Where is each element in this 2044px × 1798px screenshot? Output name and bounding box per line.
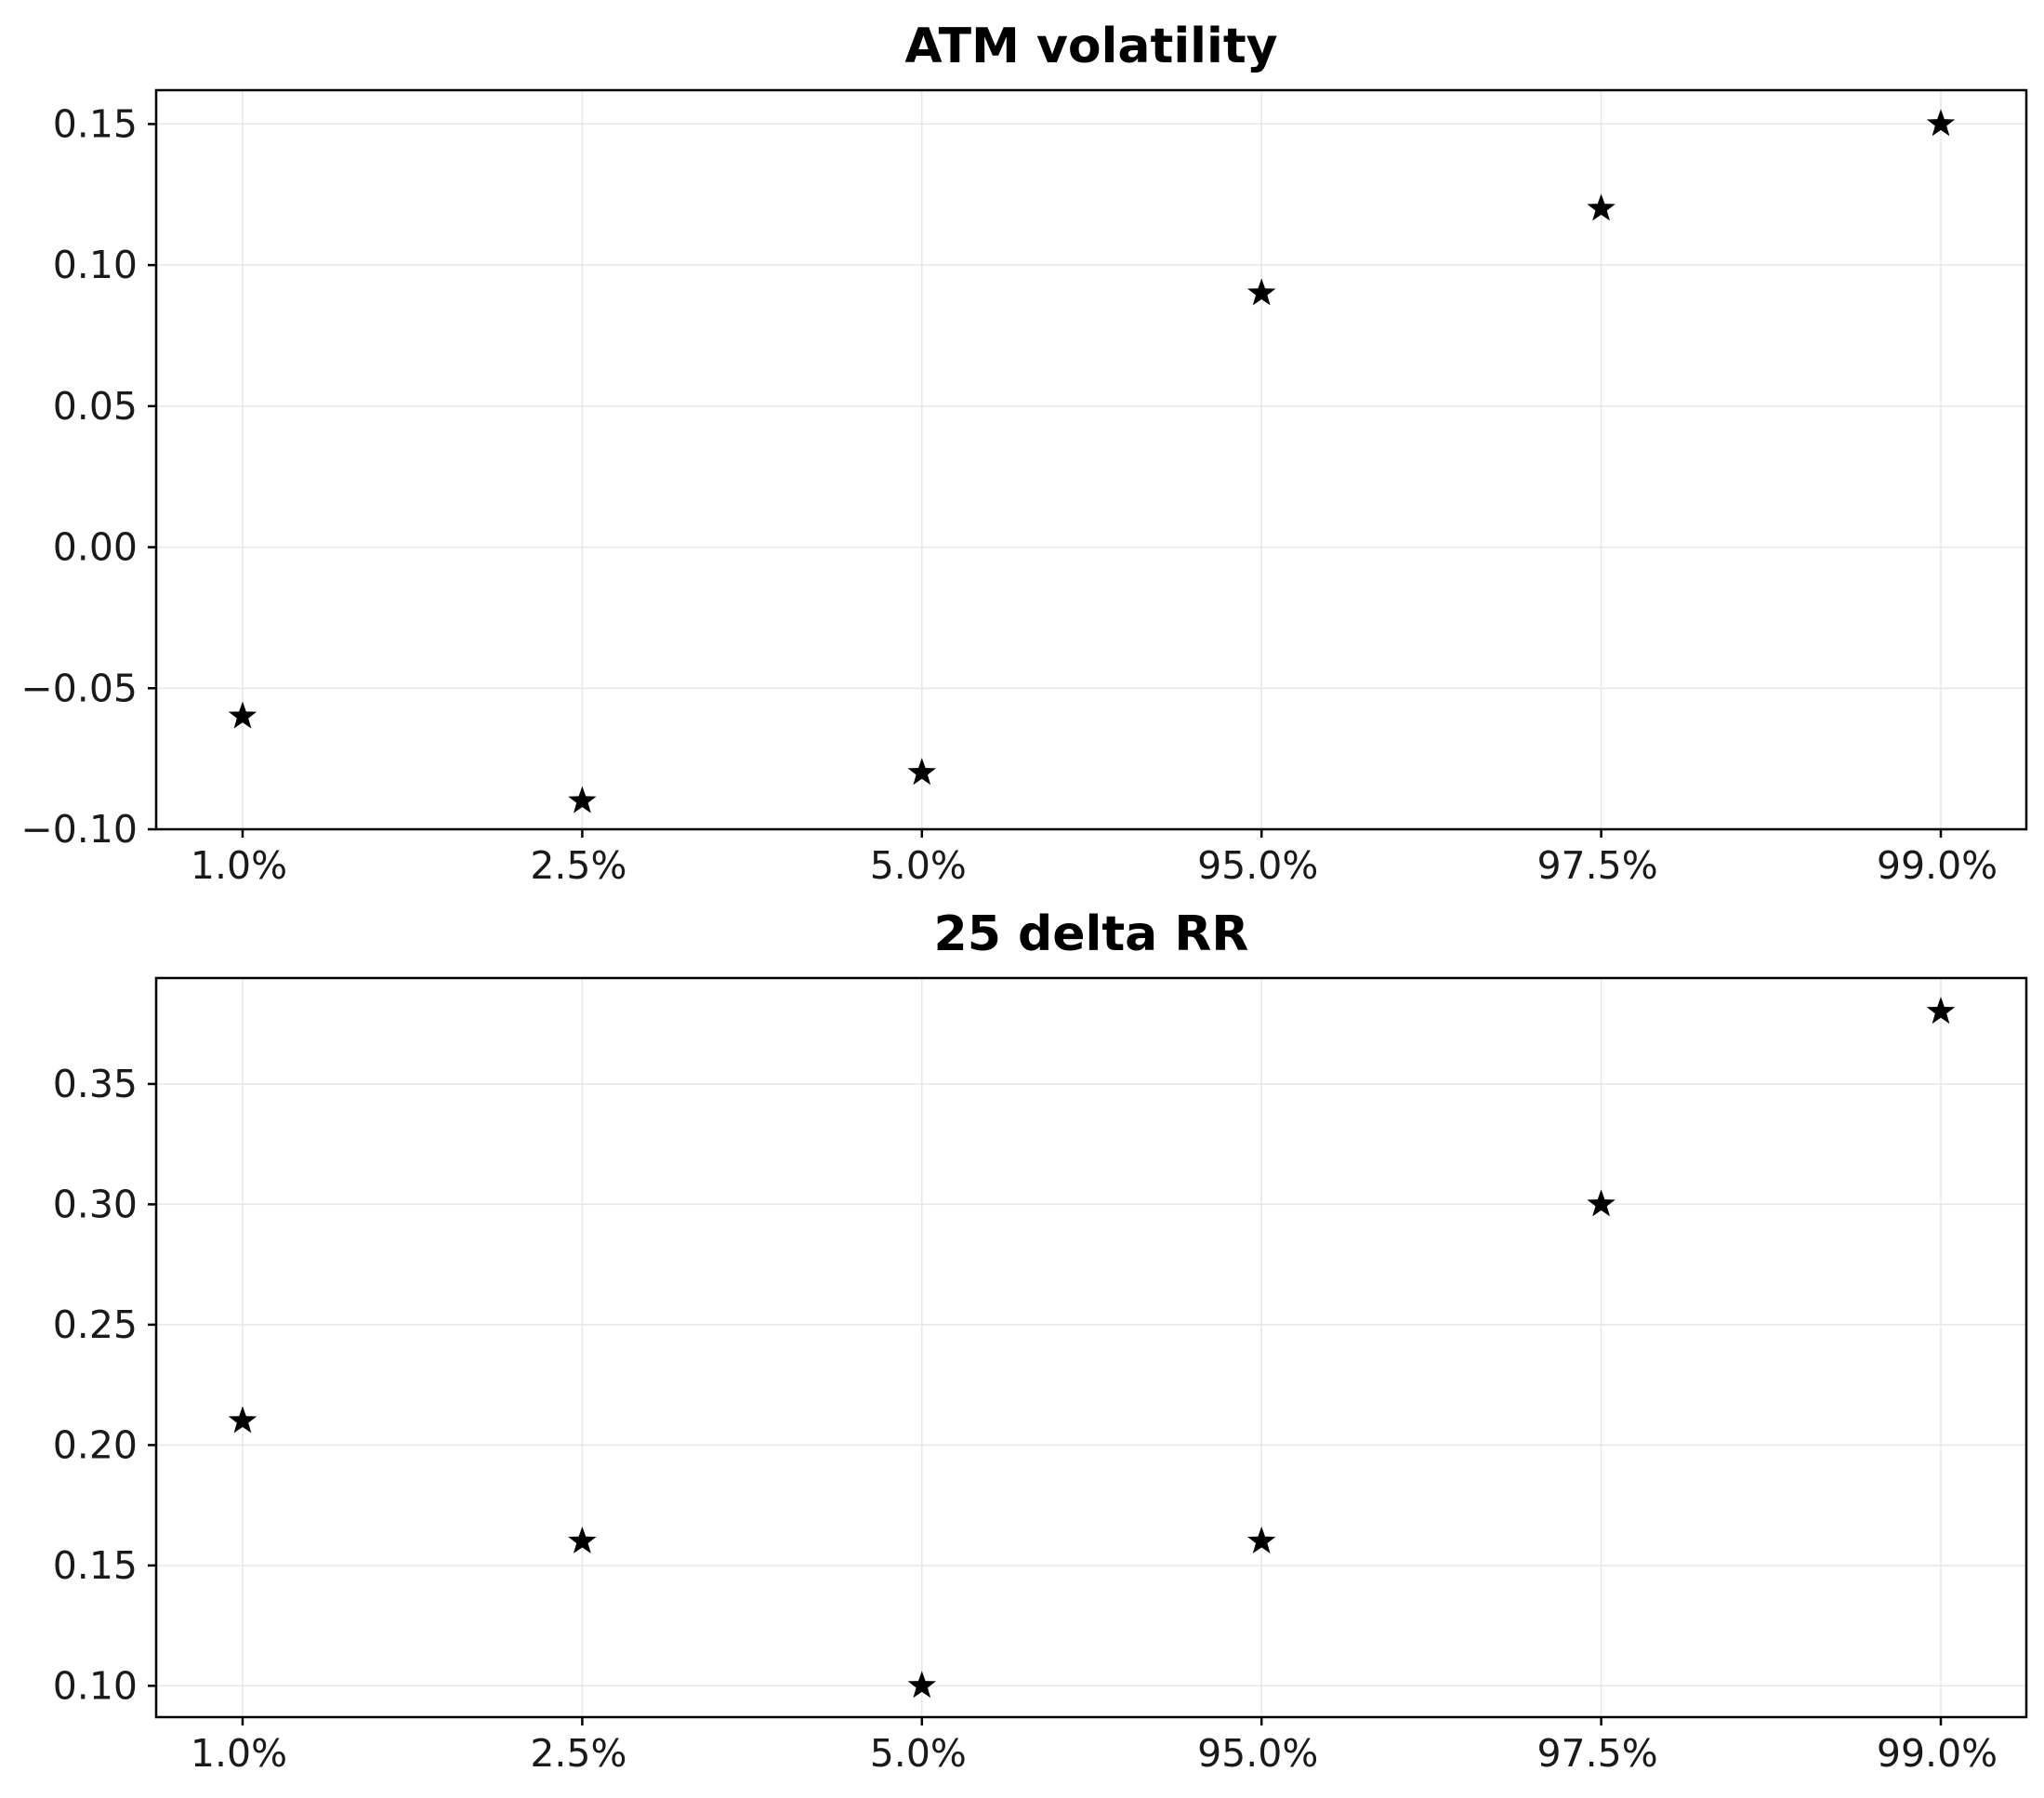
y-tick-label: 0.15: [53, 101, 138, 146]
x-tick-label: 95.0%: [1197, 843, 1318, 888]
chart-panel-1: −0.10 −0.05 0.00 0.05 0.10 0.15 1.0% 2.5% 5.0% 95…: [20, 19, 2028, 888]
plot-frame: [154, 976, 2028, 1719]
x-tick-label: 1.0%: [191, 1731, 287, 1776]
chart-title: 25 delta RR: [934, 906, 1249, 962]
data-point-99-0pct: [1926, 109, 1956, 137]
y-tick-label: 0.15: [53, 1543, 138, 1588]
data-point-5-0pct: [907, 1671, 937, 1699]
x-tick-label: 2.5%: [530, 1731, 626, 1776]
data-point-1-0pct: [228, 1406, 257, 1434]
x-tick-label: 5.0%: [870, 1731, 967, 1776]
data-point-1-0pct: [228, 701, 257, 729]
x-tick-label: 97.5%: [1536, 1731, 1657, 1776]
y-tick-label: 0.10: [53, 1663, 138, 1708]
x-tick-label: 95.0%: [1197, 1731, 1318, 1776]
y-tick-label: −0.10: [20, 807, 138, 852]
plot-frame: [154, 88, 2028, 831]
data-point-2-5pct: [568, 1526, 597, 1553]
data-point-97-5pct: [1587, 1189, 1615, 1217]
x-tick-label: 97.5%: [1536, 843, 1657, 888]
data-point-95-0pct: [1246, 1526, 1276, 1553]
x-tick-label: 1.0%: [191, 843, 287, 888]
data-point-5-0pct: [907, 758, 937, 786]
y-tick-label: 0.05: [53, 384, 138, 429]
y-tick-label: −0.05: [20, 666, 138, 710]
y-tick-label: 0.10: [53, 243, 138, 287]
x-tick-label: 5.0%: [870, 843, 967, 888]
data-point-99-0pct: [1926, 997, 1956, 1025]
data-point-2-5pct: [568, 786, 597, 813]
y-tick-label: 0.30: [53, 1182, 138, 1226]
x-tick-label: 2.5%: [530, 843, 626, 888]
chart-panel-2: 0.10 0.15 0.20 0.25 0.30 0.35 1.0% 2.5% 5.0% 95.0…: [53, 906, 2028, 1776]
data-point-95-0pct: [1246, 278, 1276, 306]
y-tick-label: 0.35: [53, 1062, 138, 1106]
x-tick-label: 99.0%: [1877, 843, 1998, 888]
data-point-97-5pct: [1587, 193, 1615, 221]
x-tick-label: 99.0%: [1877, 1731, 1998, 1776]
y-tick-label: 0.25: [53, 1302, 138, 1347]
chart-title: ATM volatility: [904, 19, 1277, 74]
y-tick-label: 0.00: [53, 525, 138, 570]
y-tick-label: 0.20: [53, 1422, 138, 1467]
